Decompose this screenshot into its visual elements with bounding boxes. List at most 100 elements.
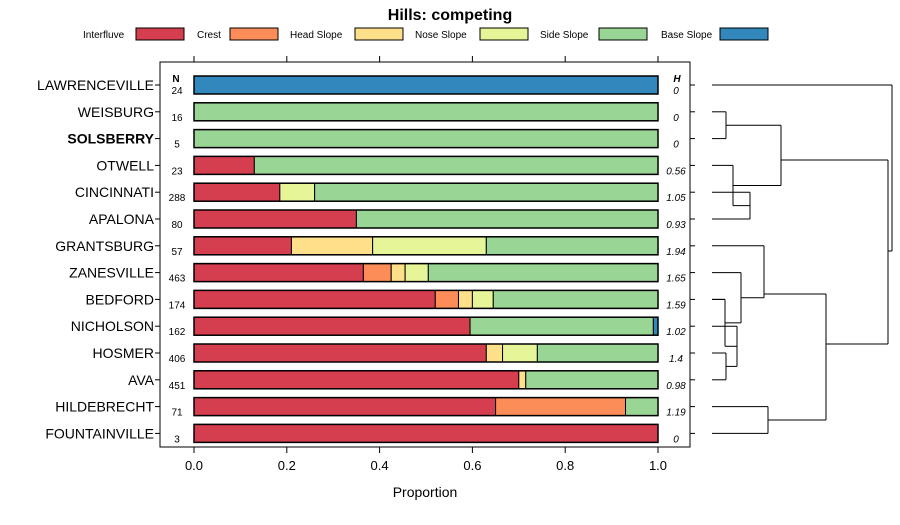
row-label: CINCINNATI bbox=[75, 184, 154, 200]
bar-row: BEDFORD 174 1.59 bbox=[86, 289, 695, 311]
bar-row: NICHOLSON 162 1.02 bbox=[71, 316, 695, 338]
bar-segment bbox=[485, 236, 659, 256]
row-label: WEISBURG bbox=[78, 104, 154, 120]
bar-row: HOSMER 406 1.4 bbox=[93, 343, 695, 365]
legend-swatch bbox=[354, 27, 404, 41]
bar-row: GRANTSBURG 57 1.94 bbox=[55, 236, 695, 258]
bar-outline bbox=[193, 423, 659, 444]
row-label: BEDFORD bbox=[86, 291, 154, 307]
x-axis-label: Proportion bbox=[393, 484, 458, 500]
row-label: NICHOLSON bbox=[71, 318, 154, 334]
x-tick-label: 1.0 bbox=[649, 458, 667, 473]
n-value: 24 bbox=[171, 86, 183, 97]
bar-segment bbox=[193, 236, 292, 256]
h-value: 0.56 bbox=[666, 166, 686, 177]
bar-segment bbox=[193, 129, 659, 149]
bar-row: CINCINNATI 288 1.05 bbox=[75, 182, 695, 204]
bar-row: LAWRENCEVILLE 24 0 bbox=[37, 75, 695, 97]
x-tick-label: 0.4 bbox=[371, 458, 389, 473]
bar-outline bbox=[193, 396, 659, 417]
n-value: 57 bbox=[171, 247, 183, 258]
bar-outline bbox=[193, 316, 659, 336]
bar-segment bbox=[253, 155, 659, 175]
bar-outline bbox=[193, 236, 659, 256]
bar-segment bbox=[362, 263, 392, 283]
legend-label: Base Slope bbox=[661, 30, 713, 41]
bar-segment bbox=[355, 209, 659, 229]
row-label: ZANESVILLE bbox=[69, 265, 154, 281]
bar-row: APALONA 80 0.93 bbox=[89, 209, 695, 231]
legend-label: Side Slope bbox=[540, 30, 589, 41]
n-value: 16 bbox=[171, 113, 183, 124]
legend-label: Crest bbox=[197, 30, 221, 41]
plot-frame bbox=[159, 61, 691, 448]
n-value: 451 bbox=[169, 381, 186, 392]
bar-segment bbox=[471, 289, 494, 309]
legend-swatch bbox=[719, 27, 769, 41]
row-label: HOSMER bbox=[93, 345, 154, 361]
n-value: 406 bbox=[169, 354, 186, 365]
bar-segment bbox=[457, 289, 473, 309]
row-label: FOUNTAINVILLE bbox=[45, 425, 154, 441]
row-label: GRANTSBURG bbox=[55, 238, 154, 254]
bar-outline bbox=[193, 128, 659, 149]
h-value: 0 bbox=[673, 86, 679, 97]
n-value: 174 bbox=[169, 300, 186, 311]
bar-row: AVA 451 0.98 bbox=[128, 370, 695, 392]
bar-row: HILDEBRECHT 71 1.19 bbox=[55, 396, 695, 419]
bar-segment bbox=[492, 289, 659, 309]
row-label: APALONA bbox=[89, 211, 155, 227]
bar-segment bbox=[314, 182, 659, 202]
bar-outline bbox=[193, 155, 659, 176]
chart-title: Hills: competing bbox=[388, 7, 512, 24]
bar-segment bbox=[193, 155, 255, 175]
bar-rows: N H LAWRENCEVILLE 24 0 WEISBURG 16 0 SOLSBERRY 5 0… bbox=[37, 74, 695, 445]
legend-label: Head Slope bbox=[290, 30, 343, 41]
bar-segment bbox=[427, 263, 659, 283]
bar-outline bbox=[193, 370, 659, 390]
bar-row: FOUNTAINVILLE 3 0 bbox=[45, 423, 695, 445]
bar-segment bbox=[193, 289, 436, 309]
bar-segment bbox=[495, 397, 627, 417]
n-value: 463 bbox=[169, 274, 186, 285]
bar-segment bbox=[193, 423, 659, 443]
bar-segment bbox=[193, 397, 497, 417]
legend-swatch bbox=[135, 27, 185, 41]
bar-segment bbox=[536, 343, 659, 363]
h-value: 0.98 bbox=[666, 381, 686, 392]
bar-segment bbox=[404, 263, 429, 283]
bar-segment bbox=[434, 289, 459, 309]
n-value: 3 bbox=[174, 434, 180, 445]
row-label: LAWRENCEVILLE bbox=[37, 77, 154, 93]
bar-segment bbox=[193, 343, 487, 363]
bar-segment bbox=[193, 182, 281, 202]
bar-segment bbox=[193, 75, 659, 95]
bar-outline bbox=[193, 262, 659, 283]
h-value: 1.65 bbox=[666, 274, 686, 285]
bar-segment bbox=[502, 343, 538, 363]
h-value: 0 bbox=[673, 140, 679, 151]
h-value: 0.93 bbox=[666, 220, 686, 231]
bar-segment bbox=[279, 182, 316, 202]
legend-label: Nose Slope bbox=[415, 30, 467, 41]
row-label: SOLSBERRY bbox=[67, 131, 154, 147]
bar-row: SOLSBERRY 5 0 bbox=[67, 128, 695, 151]
x-tick-label: 0.6 bbox=[463, 458, 481, 473]
h-value: 1.05 bbox=[666, 193, 686, 204]
bar-segment bbox=[193, 370, 520, 390]
x-tick-label: 0.2 bbox=[278, 458, 296, 473]
row-label: AVA bbox=[128, 372, 155, 388]
h-value: 1.4 bbox=[669, 354, 683, 365]
h-value: 1.19 bbox=[666, 408, 686, 419]
bar-segment bbox=[485, 343, 504, 363]
n-column-header: N bbox=[172, 74, 179, 85]
h-value: 1.94 bbox=[666, 247, 686, 258]
bar-segment bbox=[372, 236, 487, 256]
row-label: HILDEBRECHT bbox=[55, 399, 154, 415]
legend-label: Interfluve bbox=[83, 30, 125, 41]
bar-outline bbox=[193, 182, 659, 202]
dendrogram bbox=[712, 84, 893, 434]
bar-outline bbox=[193, 102, 659, 122]
bar-segment bbox=[625, 397, 659, 417]
